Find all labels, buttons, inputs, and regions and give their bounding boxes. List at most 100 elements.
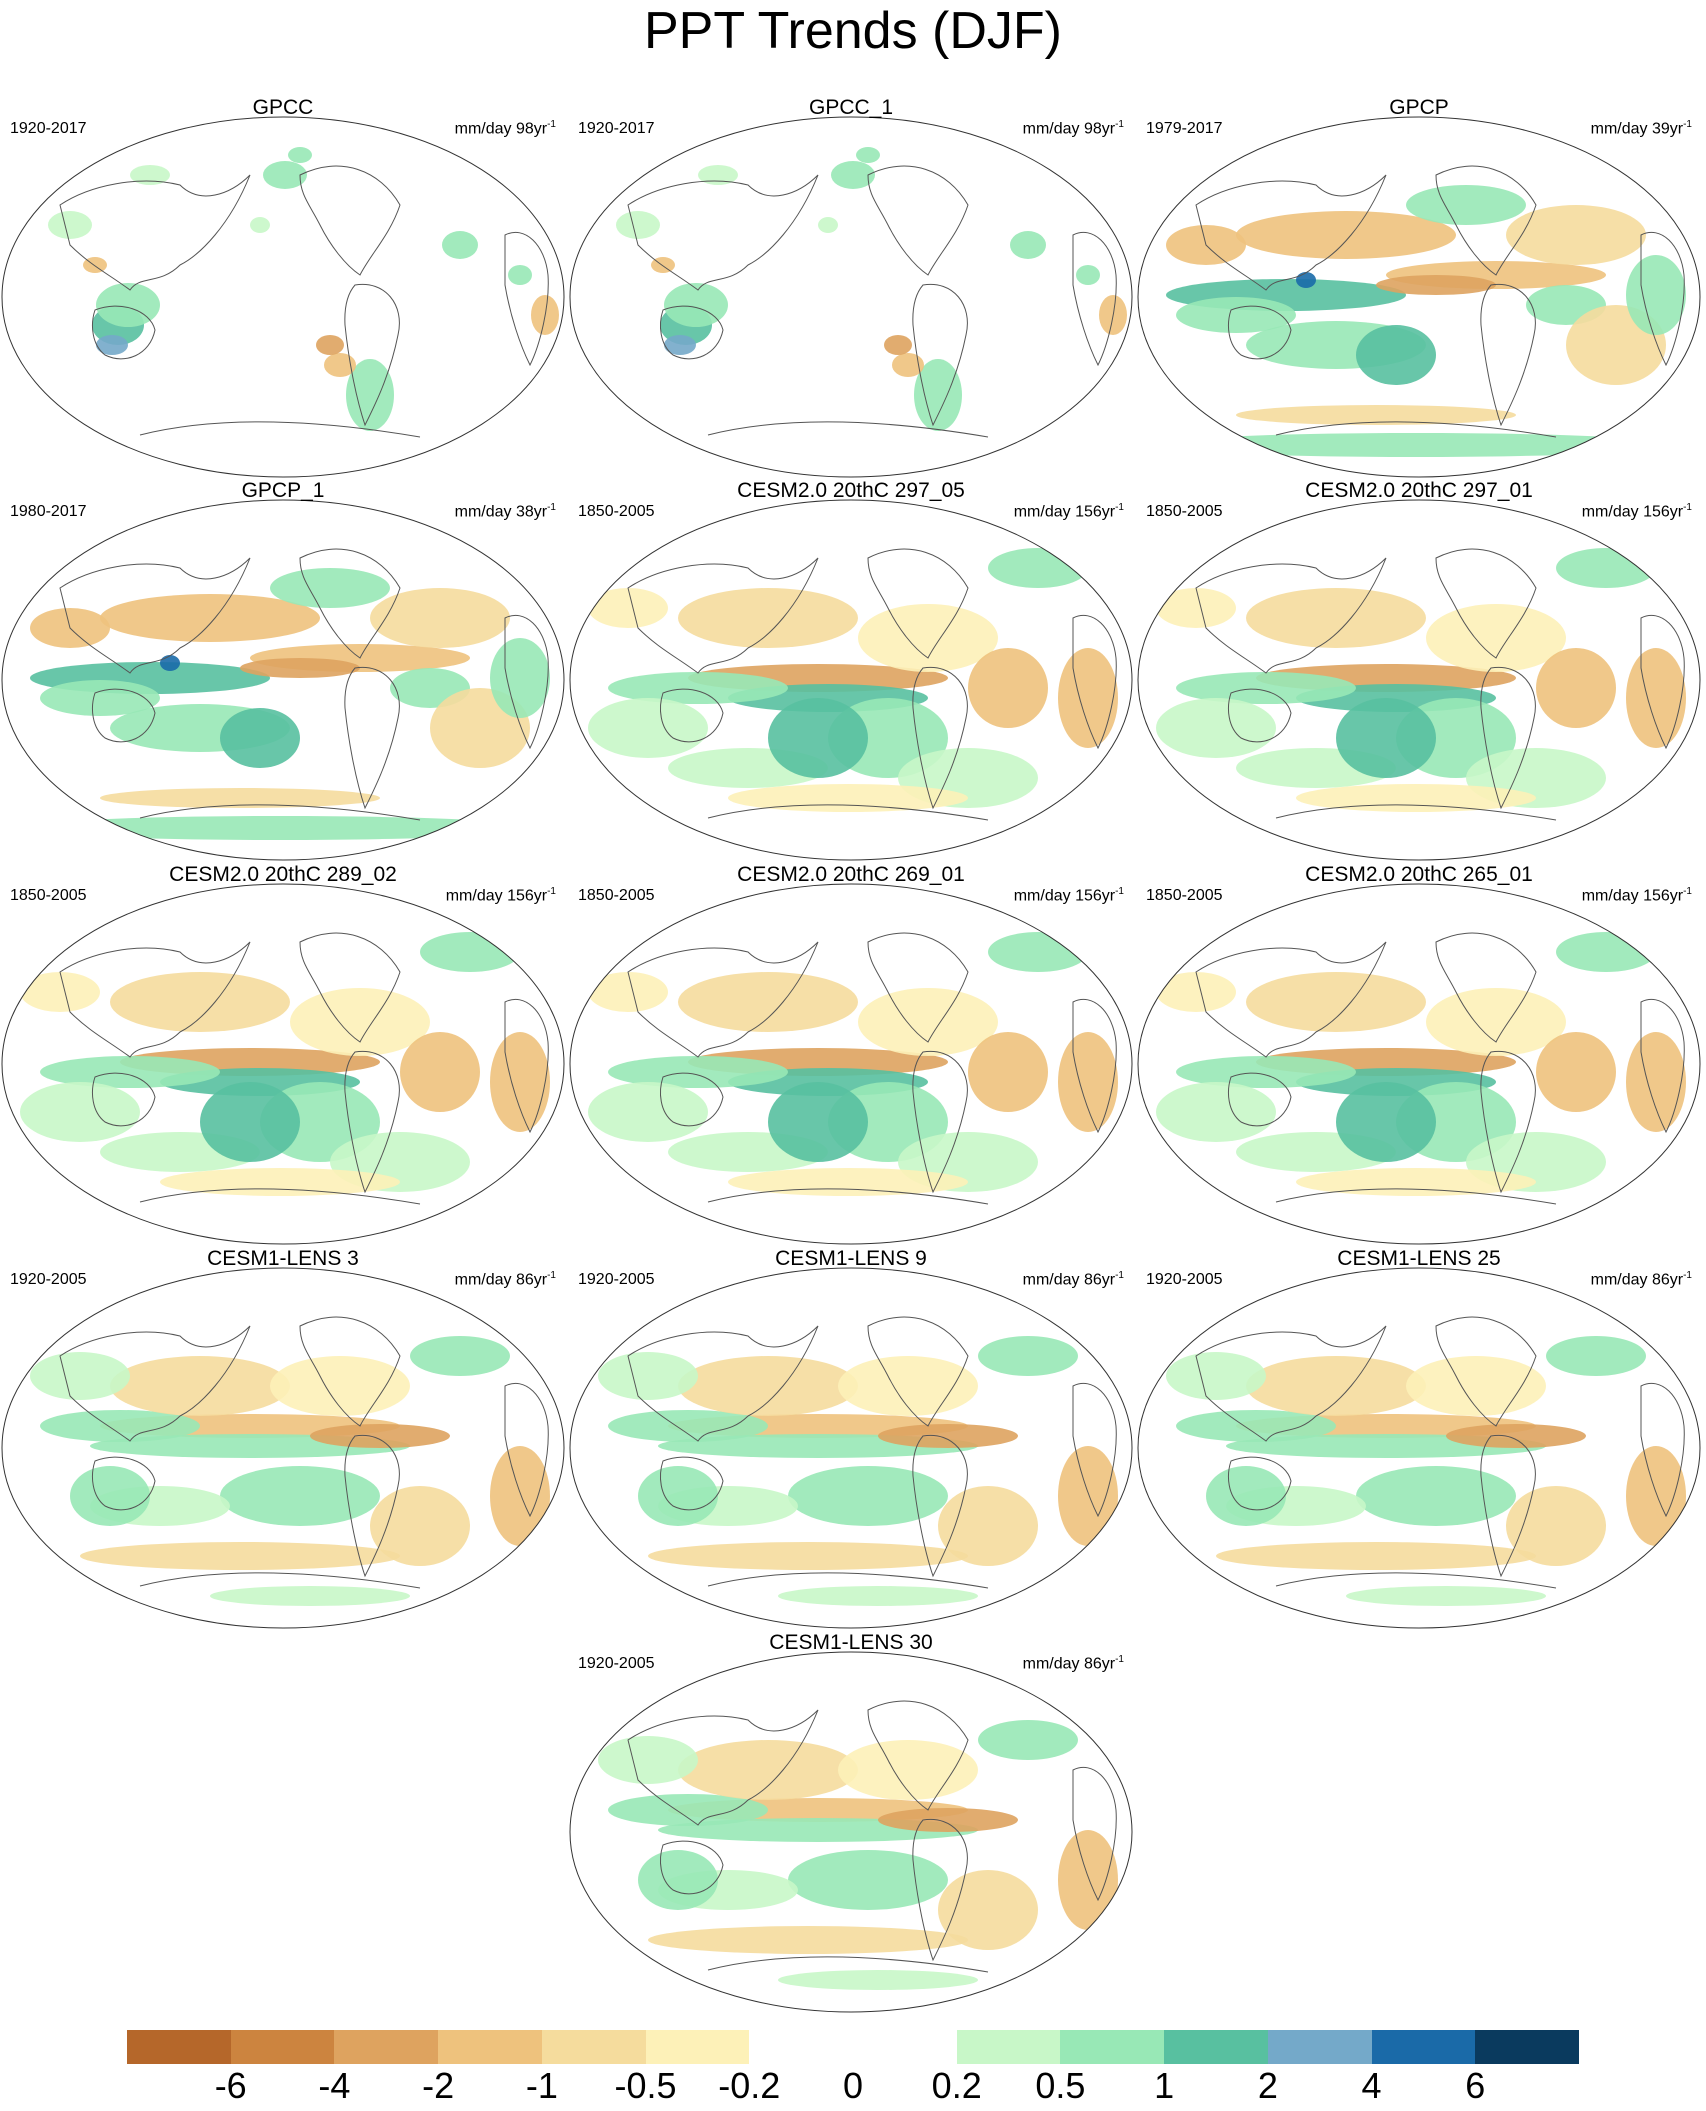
coastline xyxy=(707,1188,989,1205)
coastline xyxy=(1480,1050,1536,1194)
units-text: mm/day 86yr xyxy=(1022,1655,1116,1673)
coastline xyxy=(1640,615,1685,750)
panel-title: CESM1-LENS 30 xyxy=(769,1631,933,1654)
trend-field xyxy=(48,147,559,438)
trend-contour xyxy=(988,548,1088,588)
trend-contour xyxy=(678,588,858,648)
map-border xyxy=(569,1267,1133,1629)
coastline xyxy=(707,421,989,438)
trend-contour xyxy=(838,1356,978,1416)
trend-field xyxy=(598,1316,1118,1606)
trend-contour xyxy=(40,1410,200,1442)
trend-contour xyxy=(220,1466,380,1526)
trend-contour xyxy=(160,1168,400,1196)
trend-contour xyxy=(1176,672,1356,704)
trend-contour xyxy=(200,1082,300,1162)
units-exponent: -1 xyxy=(1683,886,1692,897)
trend-contour xyxy=(1246,1356,1426,1416)
trend-contour xyxy=(490,638,550,718)
trend-contour xyxy=(588,1082,708,1142)
trend-contour xyxy=(1556,932,1656,972)
trend-contour xyxy=(1626,1032,1686,1132)
trend-contour xyxy=(1446,1424,1586,1448)
coastline xyxy=(912,283,968,427)
units-text: mm/day 156yr xyxy=(1581,503,1684,521)
trend-contour xyxy=(1296,272,1316,288)
trend-contour xyxy=(1556,548,1656,588)
trend-contour xyxy=(664,335,696,355)
panel-units: mm/day 156yr-1 xyxy=(1582,502,1692,521)
trend-contour xyxy=(70,1466,150,1526)
trend-contour xyxy=(130,165,170,185)
trend-contour xyxy=(442,231,478,259)
panel-period: 1979-2017 xyxy=(1146,120,1223,137)
trend-contour xyxy=(938,1486,1038,1566)
panel-title: CESM1-LENS 25 xyxy=(1337,1247,1501,1270)
trend-field xyxy=(1156,165,1686,457)
coastline xyxy=(1195,557,1387,674)
trend-contour xyxy=(1336,1082,1436,1162)
trend-contour xyxy=(20,1082,140,1142)
units-exponent: -1 xyxy=(1115,1270,1124,1281)
panel-title: CESM2.0 20thC 297_01 xyxy=(1305,479,1533,502)
coastline xyxy=(299,165,401,276)
coastline xyxy=(627,1709,819,1826)
panel-units: mm/day 156yr-1 xyxy=(1014,886,1124,905)
units-exponent: -1 xyxy=(1115,1654,1124,1665)
coastline xyxy=(1435,548,1537,659)
coastline xyxy=(139,1188,421,1205)
trend-contour xyxy=(1176,297,1296,333)
trend-contour xyxy=(1156,1082,1276,1142)
units-text: mm/day 98yr xyxy=(1022,120,1116,138)
trend-contour xyxy=(608,1056,788,1088)
trend-field xyxy=(588,548,1118,821)
trend-contour xyxy=(290,988,430,1056)
trend-contour xyxy=(768,1082,868,1162)
coastline xyxy=(1275,1572,1557,1589)
colorbar-box xyxy=(645,2030,750,2064)
trend-contour xyxy=(263,161,307,189)
panel-units: mm/day 86yr-1 xyxy=(1591,1270,1692,1289)
coastline xyxy=(1480,666,1536,810)
panel-title: GPCP_1 xyxy=(241,479,325,502)
trend-contour xyxy=(608,1410,768,1442)
trend-contour xyxy=(588,972,668,1012)
coastline xyxy=(660,305,724,360)
trend-contour xyxy=(638,1466,718,1526)
map-border xyxy=(569,883,1133,1245)
map-border xyxy=(1,1267,565,1629)
coastline xyxy=(59,174,251,291)
coastline xyxy=(299,548,401,659)
trend-contour xyxy=(30,1352,130,1400)
coastline xyxy=(867,932,969,1043)
coastline xyxy=(1072,615,1117,750)
trend-contour xyxy=(1406,185,1526,225)
units-exponent: -1 xyxy=(1115,886,1124,897)
coastline xyxy=(627,174,819,291)
trend-contour xyxy=(1536,1032,1616,1112)
trend-contour xyxy=(346,359,394,431)
coastline xyxy=(59,941,251,1058)
panel-period: 1850-2005 xyxy=(578,503,655,520)
panel-units: mm/day 98yr-1 xyxy=(1023,119,1124,138)
coastline xyxy=(627,1325,819,1442)
trend-contour xyxy=(728,1168,968,1196)
panel-period: 1850-2005 xyxy=(1146,503,1223,520)
panel-period: 1920-2017 xyxy=(10,120,87,137)
colorbar-box xyxy=(541,2030,646,2064)
coastline xyxy=(59,557,251,674)
units-exponent: -1 xyxy=(547,1270,556,1281)
map-border xyxy=(1,883,565,1245)
coastline xyxy=(1228,1072,1292,1127)
coastline xyxy=(92,1072,156,1127)
map-border xyxy=(1137,499,1701,861)
trend-contour xyxy=(858,988,998,1056)
coastline xyxy=(1435,932,1537,1043)
trend-contour xyxy=(1356,1466,1516,1526)
coastline xyxy=(139,1572,421,1589)
trend-contour xyxy=(1058,1446,1118,1546)
trend-contour xyxy=(80,1542,400,1570)
map-panel: CESM2.0 20thC 269_01 1850-2005 mm/day 156y… xyxy=(568,862,1134,1246)
panel-title: CESM1-LENS 9 xyxy=(775,1247,927,1270)
trend-contour xyxy=(316,335,344,355)
